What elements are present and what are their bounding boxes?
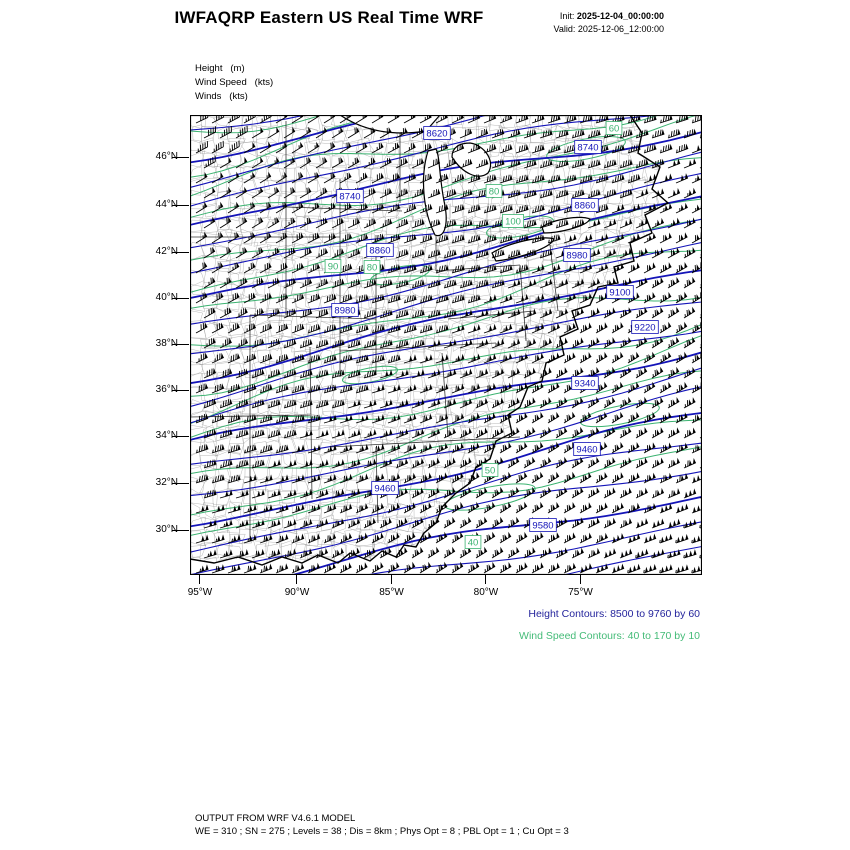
height-contour-label: 9460 (371, 481, 399, 495)
y-tick-mark (172, 157, 189, 158)
y-tick-label: 36°N (155, 384, 178, 396)
legend-height: Height (m) (195, 63, 245, 74)
height-contour-label: 8620 (423, 126, 451, 140)
wind-barbs (195, 115, 702, 574)
x-tick-mark (296, 575, 297, 584)
svg-text:9460: 9460 (374, 484, 395, 495)
y-tick-label: 30°N (155, 523, 178, 535)
footer-line2: WE = 310 ; SN = 275 ; Levels = 38 ; Dis … (195, 826, 569, 837)
y-tick-label: 40°N (155, 292, 178, 303)
x-tick-label: 80°W (473, 587, 499, 598)
svg-text:80: 80 (489, 187, 500, 198)
valid-value: 2025-12-06_12:00:00 (577, 24, 664, 34)
wind-speed-contour-label: 60 (605, 121, 623, 135)
y-tick-label: 46°N (155, 151, 178, 162)
valid-time: Valid: 2025-12-06_12:00:00 (554, 23, 664, 36)
y-tick-label: 38°N (155, 338, 178, 350)
y-tick-label: 34°N (155, 430, 178, 442)
svg-text:8980: 8980 (566, 251, 587, 262)
footer-line1: OUTPUT FROM WRF V4.6.1 MODEL (195, 813, 356, 824)
svg-text:9220: 9220 (634, 323, 655, 334)
weather-map: 8620 8740 8740 8860 8860 8980 8980 9100 9220 9340… (190, 115, 702, 575)
x-tick-mark (484, 575, 486, 584)
wind-speed-contour-label: 80 (485, 184, 503, 198)
svg-text:60: 60 (609, 124, 620, 135)
legend-winds: Winds (kts) (195, 91, 248, 102)
height-contour-label: 9460 (573, 442, 601, 456)
wind-speed-contour-annotation: Wind Speed Contours: 40 to 170 by 10 (519, 630, 700, 642)
y-tick-label: 42°N (155, 246, 178, 257)
y-tick-mark (172, 252, 189, 253)
y-tick-mark (172, 298, 189, 299)
height-contour-label: 9220 (631, 320, 659, 334)
svg-text:90: 90 (328, 262, 339, 273)
height-contour-label: 9340 (571, 376, 599, 390)
init-time: Init: 2025-12-04_00:00:00 (554, 10, 664, 23)
svg-text:9580: 9580 (532, 521, 553, 532)
contour-labels: 8620 8740 8740 8860 8860 8980 8980 9100 9220 9340… (324, 121, 659, 549)
y-tick-mark (172, 205, 189, 207)
init-value: 2025-12-04_00:00:00 (576, 11, 664, 21)
wind-speed-contour-label: 50 (481, 463, 499, 477)
run-info: Init: 2025-12-04_00:00:00 Valid: 2025-12… (554, 10, 664, 36)
svg-text:8980: 8980 (334, 306, 355, 317)
y-tick-mark (172, 436, 189, 438)
init-label: Init: (559, 11, 575, 21)
y-tick-mark (172, 482, 189, 484)
height-contour-label: 8980 (563, 248, 591, 262)
svg-text:8740: 8740 (577, 143, 598, 154)
svg-text:40: 40 (468, 538, 479, 549)
y-tick-mark (172, 390, 189, 392)
svg-text:9460: 9460 (576, 445, 597, 456)
x-tick-label: 90°W (284, 587, 310, 598)
model-footer: OUTPUT FROM WRF V4.6.1 MODEL WE = 310 ; … (195, 812, 569, 838)
x-tick-mark (198, 575, 200, 584)
height-contour-label: 9100 (606, 285, 634, 299)
x-tick-mark (390, 575, 392, 584)
svg-text:8740: 8740 (339, 192, 360, 203)
svg-text:8860: 8860 (574, 201, 595, 212)
height-contour-label: 8860 (366, 243, 394, 257)
x-tick-label: 85°W (379, 587, 404, 598)
map-legend: Height (m) Wind Speed (kts) Winds (kts) (195, 62, 273, 104)
svg-text:8620: 8620 (426, 129, 447, 140)
svg-text:8860: 8860 (369, 246, 390, 257)
contour-map-canvas: 8620 8740 8740 8860 8860 8980 8980 9100 9220 9340… (190, 115, 702, 575)
x-tick-mark (579, 575, 581, 584)
height-contour-annotation: Height Contours: 8500 to 9760 by 60 (528, 608, 700, 620)
wind-speed-contour-label: 100 (501, 214, 524, 228)
valid-label: Valid: (553, 24, 576, 34)
map-frame (190, 115, 702, 575)
legend-wind-speed: Wind Speed (kts) (195, 77, 274, 88)
page-title: IWFAQRP Eastern US Real Time WRF (174, 8, 484, 27)
height-contour-label: 8860 (571, 198, 599, 212)
svg-text:9340: 9340 (574, 379, 595, 390)
x-tick-label: 75°W (568, 587, 593, 598)
svg-text:80: 80 (367, 263, 378, 274)
svg-text:50: 50 (485, 466, 496, 477)
wind-speed-contour-label: 40 (464, 535, 482, 549)
height-contour-label: 8740 (336, 189, 364, 203)
y-tick-label: 44°N (155, 199, 178, 211)
svg-text:100: 100 (505, 217, 521, 228)
height-contour-label: 8980 (331, 303, 359, 317)
x-tick-label: 95°W (187, 587, 213, 598)
height-contour-label: 9580 (529, 518, 557, 532)
y-tick-mark (172, 344, 189, 346)
y-tick-mark (172, 529, 189, 531)
height-contour-label: 8740 (574, 140, 602, 154)
wind-speed-contour-label: 80 (363, 260, 381, 274)
wind-speed-contour-label: 90 (324, 259, 342, 273)
y-tick-label: 32°N (155, 476, 178, 488)
svg-text:9100: 9100 (609, 288, 630, 299)
